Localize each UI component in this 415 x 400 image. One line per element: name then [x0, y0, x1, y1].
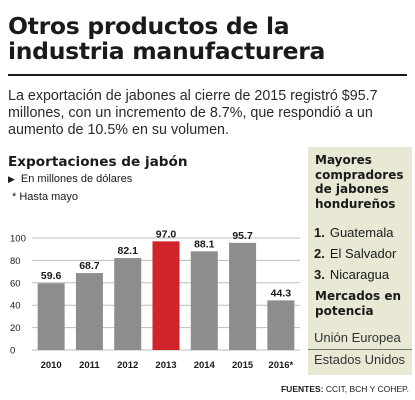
- bar: [267, 300, 295, 350]
- buyer-name: Nicaragua: [329, 267, 390, 282]
- headline: Otros productos de la industria manufact…: [8, 12, 326, 65]
- intro-text: La exportación de jabones al cierre de 2…: [8, 88, 378, 138]
- buyer-item: 3. Nicaragua: [314, 267, 389, 282]
- bar: [152, 241, 180, 350]
- buyer-name: Guatemala: [329, 225, 394, 240]
- y-tick-label: 100: [10, 234, 26, 245]
- y-tick-label: 80: [10, 256, 21, 267]
- data-label: 59.6: [41, 270, 62, 282]
- market-divider: [308, 349, 412, 350]
- sources-label: FUENTES:: [280, 384, 324, 394]
- chart-unit: ▶ En millones de dólares: [8, 173, 132, 185]
- x-tick-label: 2010: [41, 360, 62, 371]
- y-tick-label: 20: [10, 323, 21, 334]
- unit-label: En millones de dólares: [20, 173, 133, 185]
- y-tick-label: 40: [10, 301, 21, 312]
- buyer-rank: 2.: [314, 246, 325, 261]
- market-item: Estados Unidos: [314, 352, 406, 367]
- data-label: 97.0: [156, 228, 177, 240]
- x-tick-label: 2016*: [268, 360, 293, 371]
- sources-footer: FUENTES: CCIT, BCH Y COHEP.: [281, 384, 409, 394]
- buyer-rank: 1.: [314, 225, 325, 240]
- buyer-name: El Salvador: [329, 246, 397, 261]
- x-tick-label: 2015: [232, 360, 254, 371]
- chart-note: * Hasta mayo: [12, 191, 79, 203]
- markets-title: Mercados en potencia: [315, 289, 402, 318]
- sidebar-panel: Mayores compradores de jabones hondureño…: [308, 147, 412, 375]
- data-label: 88.1: [194, 238, 215, 250]
- bar-chart: 0 20 40 60 80 100 59.6 2010 68.7 2011 82.1 2012 97.0…: [10, 228, 300, 371]
- chart-title: Exportaciones de jabón: [8, 154, 188, 170]
- sources-text: CCIT, BCH Y COHEP.: [325, 384, 409, 394]
- bar: [229, 242, 257, 350]
- y-tick-label: 60: [10, 278, 21, 289]
- data-label: 95.7: [232, 230, 253, 242]
- buyers-title: Mayores compradores de jabones hondureño…: [315, 153, 404, 211]
- x-tick-label: 2011: [79, 360, 100, 371]
- buyer-item: 2. El Salvador: [314, 246, 396, 261]
- buyer-item: 1. Guatemala: [314, 225, 393, 240]
- data-label: 44.3: [271, 287, 292, 299]
- bar: [37, 283, 65, 350]
- x-tick-label: 2013: [155, 360, 176, 371]
- bar: [114, 258, 142, 350]
- x-tick-label: 2012: [117, 360, 138, 371]
- triangle-icon: ▶: [8, 174, 15, 184]
- data-label: 82.1: [117, 245, 138, 257]
- title-divider: [8, 74, 407, 76]
- bar: [190, 251, 218, 350]
- data-label: 68.7: [79, 260, 100, 272]
- buyer-rank: 3.: [314, 267, 325, 282]
- x-tick-label: 2014: [194, 360, 216, 371]
- bar: [75, 273, 103, 350]
- market-item: Unión Europea: [314, 330, 401, 345]
- y-tick-label: 0: [10, 346, 15, 357]
